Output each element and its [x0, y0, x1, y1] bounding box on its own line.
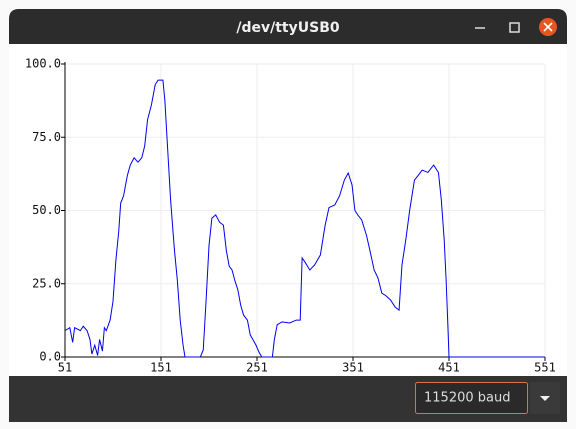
x-tick-label: 151	[150, 361, 172, 375]
x-tick-label: 451	[438, 361, 460, 375]
x-tick-label: 51	[58, 361, 72, 375]
close-button[interactable]	[539, 18, 557, 36]
data-line	[64, 79, 545, 358]
window-title: /dev/ttyUSB0	[236, 20, 340, 36]
y-tick-label: 100.0	[25, 57, 61, 71]
x-tick-label: 551	[534, 361, 556, 375]
x-tick-label: 351	[342, 361, 364, 375]
y-tick-label: 75.0	[32, 130, 61, 144]
plot: 0.0 25.0 50.0 75.0 100.0 51 151 251 351 451 551	[25, 57, 556, 375]
x-tick-label: 251	[246, 361, 268, 375]
y-tick-label: 25.0	[32, 276, 61, 290]
baud-label[interactable]: 115200 baud	[424, 391, 510, 406]
y-tick-label: 50.0	[32, 203, 61, 217]
dropdown-arrow	[540, 396, 550, 401]
baud-select[interactable]	[415, 382, 528, 414]
y-tick-label: 0.0	[39, 350, 61, 364]
title-bar	[9, 9, 567, 44]
maximize-button[interactable]	[509, 22, 520, 33]
